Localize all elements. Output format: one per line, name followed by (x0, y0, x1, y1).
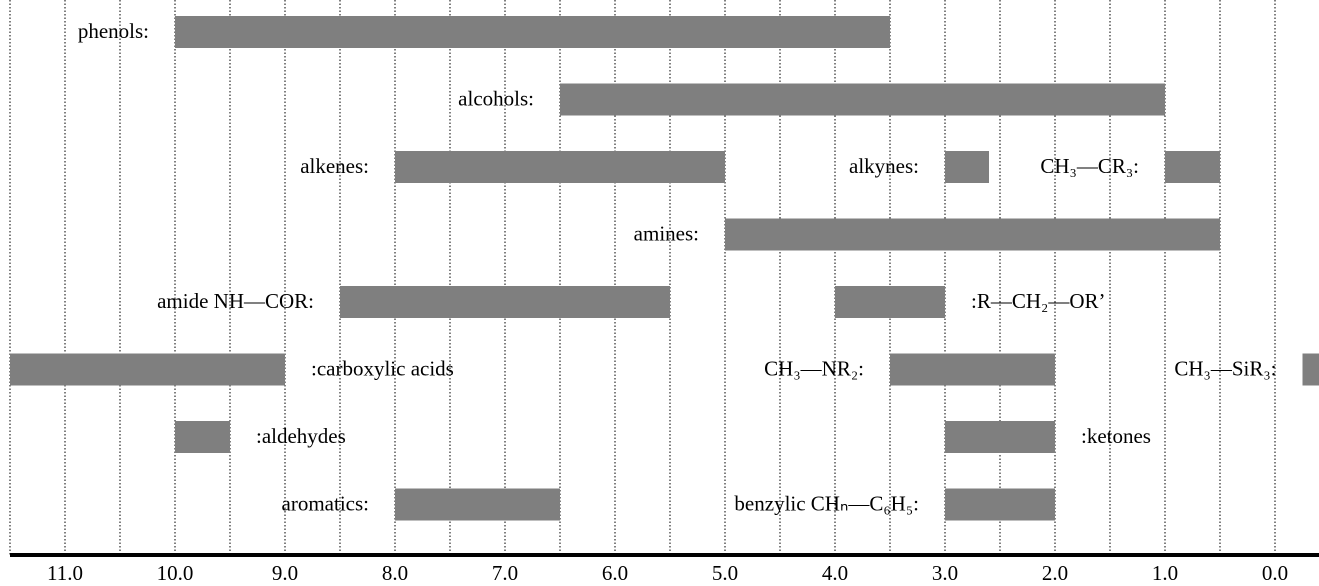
range-bar (835, 286, 945, 318)
bar-label: :aldehydes (256, 424, 346, 448)
bar-label: CH₃—CR₃: (1040, 154, 1139, 178)
bar-label: amide NH—COR: (157, 289, 314, 313)
x-tick-label: 3.0 (932, 561, 958, 585)
bar-label: amines: (634, 221, 699, 245)
bar-label: phenols: (78, 19, 149, 43)
range-bar (725, 218, 1220, 251)
range-bar (340, 286, 670, 318)
range-bar (945, 421, 1055, 453)
range-bar (175, 16, 890, 48)
x-tick-label: 11.0 (47, 561, 83, 585)
x-tick-label: 4.0 (822, 561, 848, 585)
x-tick-label: 1.0 (1152, 561, 1178, 585)
range-bar (395, 151, 725, 183)
x-tick-label: 7.0 (492, 561, 518, 585)
range-bar (945, 151, 989, 183)
bar-label: benzylic CHₙ—C₆H₅: (734, 491, 919, 515)
x-tick-label: 5.0 (712, 561, 738, 585)
bar-label: alkynes: (849, 154, 919, 178)
bar-label: CH₃—SiR₃: (1174, 356, 1276, 380)
x-tick-label: 0.0 (1262, 561, 1288, 585)
x-tick-label: 6.0 (602, 561, 628, 585)
bar-label: :carboxylic acids (311, 356, 454, 380)
bar-label: alcohols: (458, 86, 534, 110)
x-tick-label: 9.0 (272, 561, 298, 585)
range-bar (10, 353, 285, 386)
range-bar (1165, 151, 1220, 183)
range-bar (945, 488, 1055, 521)
x-tick-label: 2.0 (1042, 561, 1068, 585)
x-tick-label: 10.0 (157, 561, 194, 585)
range-bar (175, 421, 230, 453)
range-bar (560, 83, 1165, 116)
bar-label: :ketones (1081, 424, 1151, 448)
x-tick-label: 8.0 (382, 561, 408, 585)
range-bar (395, 488, 560, 521)
bar-label: alkenes: (300, 154, 369, 178)
bar-label: CH₃—NR₂: (764, 356, 864, 380)
bar-label: :R—CH₂—OR’ (971, 289, 1106, 313)
range-bar (1302, 353, 1319, 386)
bar-label: aromatics: (282, 491, 369, 515)
range-bar (890, 353, 1055, 386)
